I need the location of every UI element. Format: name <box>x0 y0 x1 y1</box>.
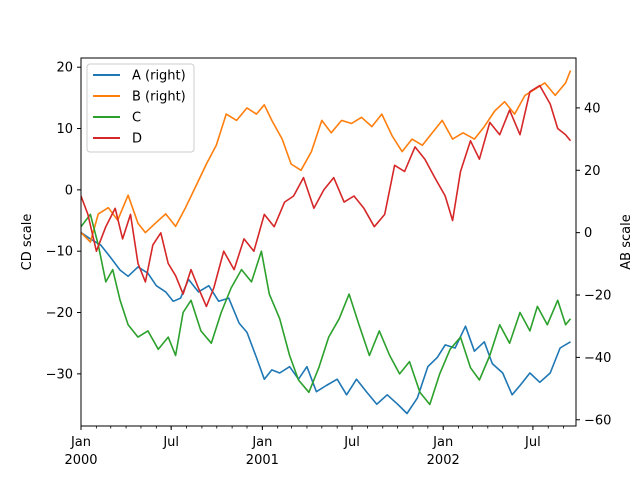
y-left-tick-label: 10 <box>56 122 73 137</box>
y-left-tick-label: 20 <box>56 61 73 76</box>
x-tick-label: Jul <box>524 435 541 450</box>
x-tick-label: Jan <box>251 435 272 450</box>
y-right-tick-label: 40 <box>584 101 601 116</box>
x-tick-label: Jan <box>432 435 453 450</box>
series-layer <box>81 70 572 415</box>
y-right-tick-label: −60 <box>584 413 611 428</box>
legend-label: B (right) <box>132 90 186 105</box>
x-tick-label: Jul <box>343 435 360 450</box>
x-tick-year-label: 2000 <box>64 453 97 468</box>
y-axis-right-label: AB scale <box>619 214 634 269</box>
y-axis-left-label: CD scale <box>20 214 35 271</box>
legend-label: D <box>132 132 142 147</box>
y-right-tick-label: −20 <box>584 289 611 304</box>
y-right-tick-label: −40 <box>584 351 611 366</box>
legend-label: A (right) <box>132 69 186 84</box>
legend: A (right) B (right) CD <box>86 63 195 153</box>
y-left-tick-label: −10 <box>46 245 73 260</box>
y-right-tick-label: 20 <box>584 164 601 179</box>
x-tick-label: Jul <box>162 435 179 450</box>
y-left-tick-label: 0 <box>65 183 73 198</box>
legend-box <box>86 63 195 153</box>
y-right-tick-label: 0 <box>584 226 592 241</box>
y-left-tick-label: −20 <box>46 306 73 321</box>
plot-frame <box>80 57 577 427</box>
x-tick-year-label: 2002 <box>427 453 460 468</box>
axis-layer: −30 −20 −10 0 10 20 −60 −40 −20 0 20 40 Jan 2000 Jul Ja… <box>46 61 612 468</box>
series-line-a-right <box>81 231 571 415</box>
series-line-c <box>81 213 572 406</box>
legend-label: C <box>132 111 141 126</box>
y-left-tick-label: −30 <box>46 367 73 382</box>
series-line-d <box>81 84 572 308</box>
series-line-b-right <box>81 70 572 243</box>
x-tick-label: Jan <box>70 435 91 450</box>
x-tick-year-label: 2001 <box>246 453 279 468</box>
